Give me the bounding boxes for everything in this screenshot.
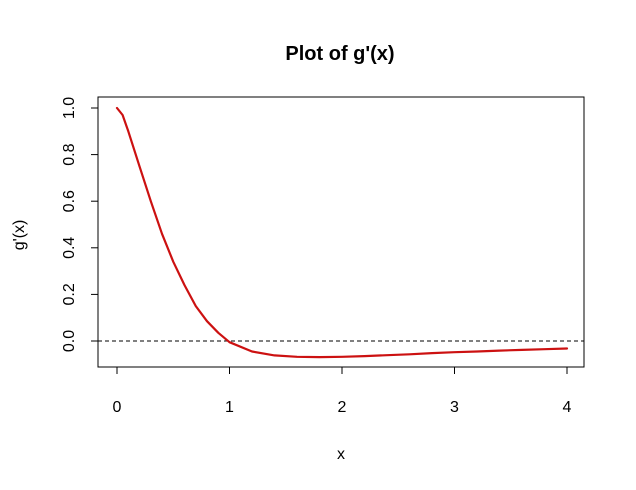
y-tick-label: 0.0 (61, 330, 78, 352)
plot-area-border (97, 96, 585, 368)
x-tick-label: 2 (338, 399, 347, 416)
x-tick-label: 4 (563, 399, 572, 416)
y-tick-label: 0.6 (61, 190, 78, 212)
x-tick-label: 1 (225, 399, 234, 416)
x-tick-label: 0 (113, 399, 122, 416)
y-axis: 0.0 0.2 0.4 0.6 0.8 1.0 (61, 97, 99, 352)
x-axis: 0 1 2 3 4 (113, 366, 572, 416)
x-tick-label: 3 (450, 399, 459, 416)
y-tick-label: 0.4 (61, 237, 78, 259)
x-axis-label: x (337, 446, 345, 463)
y-tick-label: 0.8 (61, 143, 78, 165)
series-line (115, 106, 569, 359)
y-tick-label: 0.2 (61, 283, 78, 305)
y-tick-label: 1.0 (61, 97, 78, 119)
chart-title: Plot of g'(x) (285, 43, 394, 65)
y-axis-label: g'(x) (11, 220, 28, 251)
